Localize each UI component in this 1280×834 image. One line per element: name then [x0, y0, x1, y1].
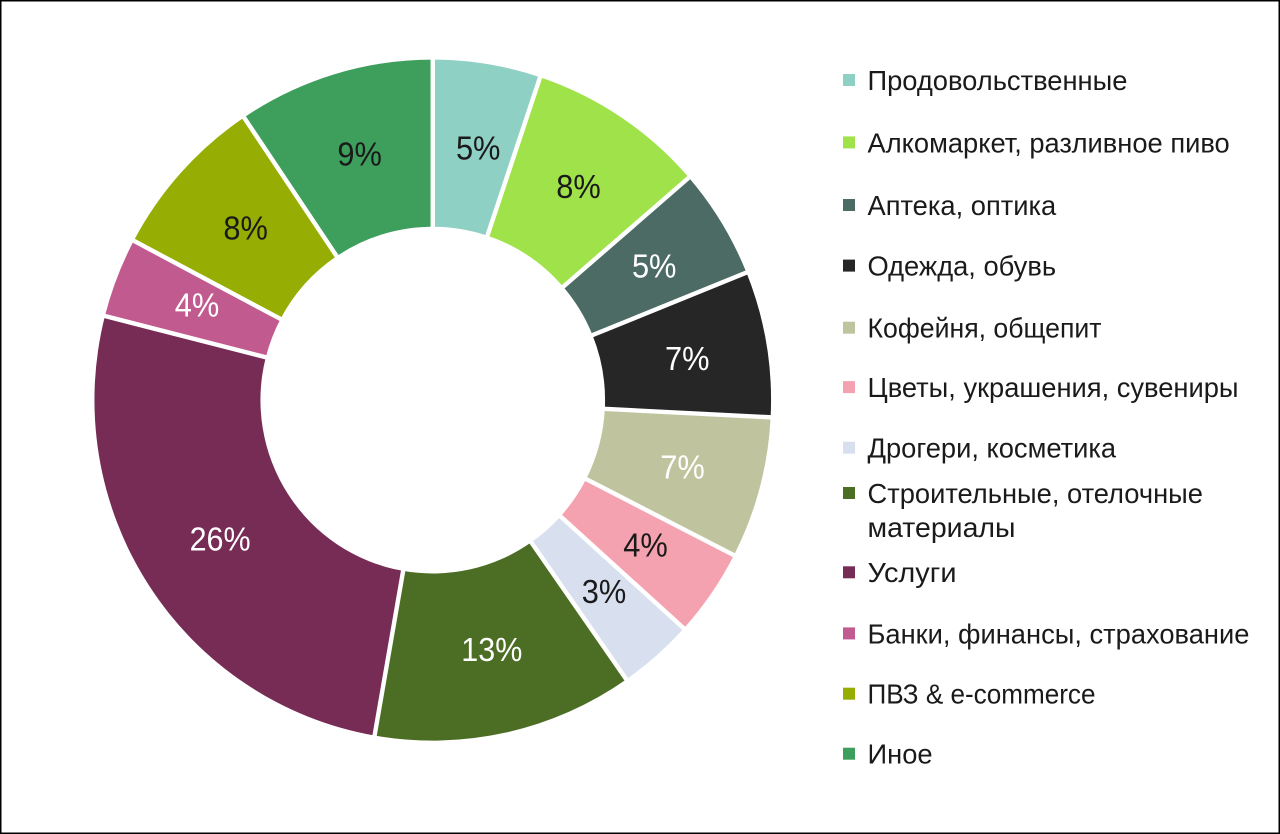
svg-text:Кофейня, общепит: Кофейня, общепит: [868, 313, 1102, 344]
svg-text:8%: 8%: [223, 210, 268, 247]
svg-text:Строительные, отелочные: Строительные, отелочные: [868, 478, 1203, 509]
svg-text:Одежда, обувь: Одежда, обувь: [868, 251, 1057, 282]
svg-text:Аптека, оптика: Аптека, оптика: [868, 190, 1058, 221]
svg-text:5%: 5%: [456, 129, 501, 166]
svg-text:8%: 8%: [556, 168, 601, 205]
svg-text:4%: 4%: [175, 287, 220, 324]
svg-text:7%: 7%: [665, 340, 710, 377]
svg-text:5%: 5%: [632, 248, 677, 285]
svg-text:ПВЗ & e-commerce: ПВЗ & e-commerce: [868, 679, 1096, 710]
svg-text:26%: 26%: [190, 521, 251, 558]
svg-text:7%: 7%: [660, 449, 705, 486]
svg-text:Цветы, украшения, сувениры: Цветы, украшения, сувениры: [868, 372, 1239, 403]
svg-text:4%: 4%: [623, 526, 668, 563]
svg-text:3%: 3%: [582, 573, 627, 610]
svg-text:Дрогери, косметика: Дрогери, косметика: [868, 433, 1117, 464]
svg-text:Алкомаркет, разливное пиво: Алкомаркет, разливное пиво: [868, 127, 1230, 158]
svg-text:материалы: материалы: [868, 512, 1016, 543]
svg-text:Банки, финансы, страхование: Банки, финансы, страхование: [868, 618, 1250, 649]
svg-text:Иное: Иное: [868, 739, 933, 770]
svg-text:Услуги: Услуги: [868, 557, 957, 588]
svg-text:Продовольственные: Продовольственные: [868, 65, 1128, 96]
svg-text:9%: 9%: [337, 136, 382, 173]
svg-text:13%: 13%: [461, 631, 522, 668]
